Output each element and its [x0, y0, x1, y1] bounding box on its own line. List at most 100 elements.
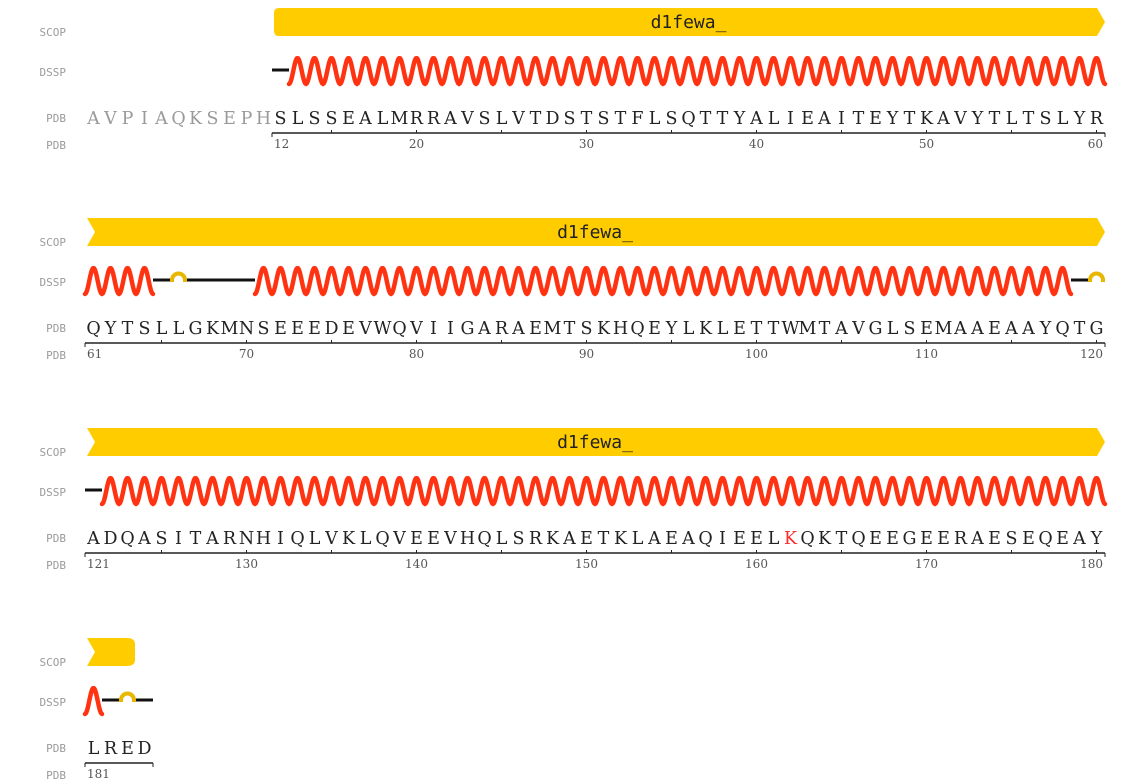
residue-number: 20: [409, 137, 424, 151]
residue: T: [751, 319, 763, 339]
residue: T: [1074, 319, 1086, 339]
residue: R: [529, 529, 543, 549]
residue: A: [443, 109, 457, 129]
residue: E: [121, 739, 134, 759]
residue: H: [256, 529, 271, 549]
residue: E: [1056, 529, 1069, 549]
residue: S: [139, 319, 151, 339]
scop-domain-bar[interactable]: [274, 8, 1105, 36]
residue: T: [700, 109, 712, 129]
residue: D: [545, 109, 559, 129]
residue-number: 170: [915, 557, 938, 571]
residue: D: [137, 739, 151, 759]
residue: M: [221, 319, 239, 339]
residue: E: [1022, 529, 1035, 549]
dssp-track-label: DSSP: [40, 696, 67, 709]
dssp-turn: [170, 271, 187, 282]
residue-number: 181: [87, 767, 110, 781]
residue: T: [904, 109, 916, 129]
residue: Q: [1055, 319, 1069, 339]
residue: S: [309, 109, 321, 129]
residue: A: [953, 319, 967, 339]
residue: D: [103, 529, 117, 549]
dssp-helix: [286, 55, 1108, 87]
alignment-row: SCOP DSSP PDB PDB L R E D 181: [40, 638, 154, 781]
residue: Y: [733, 109, 746, 129]
residue: M: [935, 319, 953, 339]
residue: M: [799, 319, 817, 339]
unobserved-residue: E: [223, 109, 236, 129]
residue: Q: [392, 319, 406, 339]
scop-domain-bar[interactable]: [87, 638, 135, 666]
residue: L: [292, 109, 304, 129]
residue: S: [564, 109, 576, 129]
residue: E: [733, 319, 746, 339]
unobserved-residue: V: [103, 109, 117, 129]
residue: R: [223, 529, 237, 549]
residue: A: [1072, 529, 1086, 549]
scop-track-label: SCOP: [40, 656, 67, 669]
residue: A: [562, 529, 576, 549]
residue: A: [137, 529, 151, 549]
residue: V: [511, 109, 525, 129]
scop-track-label: SCOP: [40, 236, 67, 249]
residue-number: 121: [87, 557, 110, 571]
residue: T: [564, 319, 576, 339]
residue: H: [613, 319, 628, 339]
scop-domain-bar[interactable]: [87, 218, 1105, 246]
dssp-helix: [82, 685, 105, 717]
residue: Y: [886, 109, 899, 129]
residue: H: [460, 529, 475, 549]
unobserved-residue: P: [122, 109, 134, 129]
residue: W: [782, 319, 800, 339]
residue: S: [258, 319, 270, 339]
residue: I: [838, 109, 845, 129]
residue: L: [632, 529, 644, 549]
residue: K: [546, 529, 560, 549]
residue: A: [749, 109, 763, 129]
residue: Y: [1073, 109, 1086, 129]
residue: E: [937, 529, 950, 549]
residue: S: [513, 529, 525, 549]
residue: S: [904, 319, 916, 339]
residue: Q: [477, 529, 491, 549]
residue: R: [954, 529, 968, 549]
residue: I: [430, 319, 437, 339]
unobserved-residue: Q: [171, 109, 185, 129]
residue: E: [274, 319, 287, 339]
residue: A: [511, 319, 525, 339]
residue: T: [768, 319, 780, 339]
residue: A: [1021, 319, 1035, 339]
residue-number: 150: [575, 557, 598, 571]
residue: A: [817, 109, 831, 129]
pdb-track-label: PDB: [46, 769, 66, 781]
residue: V: [953, 109, 967, 129]
residue: E: [801, 109, 814, 129]
scop-domain-bar[interactable]: [87, 428, 1105, 456]
residue: V: [460, 109, 474, 129]
residue: L: [496, 529, 508, 549]
residue: W: [374, 319, 392, 339]
residue: E: [920, 319, 933, 339]
unobserved-residue: A: [154, 109, 168, 129]
residue: A: [970, 319, 984, 339]
residue: L: [496, 109, 508, 129]
residue: E: [580, 529, 593, 549]
residue: V: [443, 529, 457, 549]
scop-domain-name: d1fewa_: [557, 222, 633, 243]
residue-number: 12: [274, 137, 289, 151]
dssp-turn: [119, 691, 136, 702]
residue: T: [190, 529, 202, 549]
residue-number: 61: [87, 347, 102, 361]
residue: A: [1004, 319, 1018, 339]
residue: K: [699, 319, 713, 339]
residue: S: [666, 109, 678, 129]
unobserved-residue: P: [241, 109, 253, 129]
residue: Q: [86, 319, 100, 339]
residue: A: [936, 109, 950, 129]
residue: Y: [1090, 529, 1103, 549]
residue-number: 80: [409, 347, 424, 361]
residue: Y: [1039, 319, 1052, 339]
